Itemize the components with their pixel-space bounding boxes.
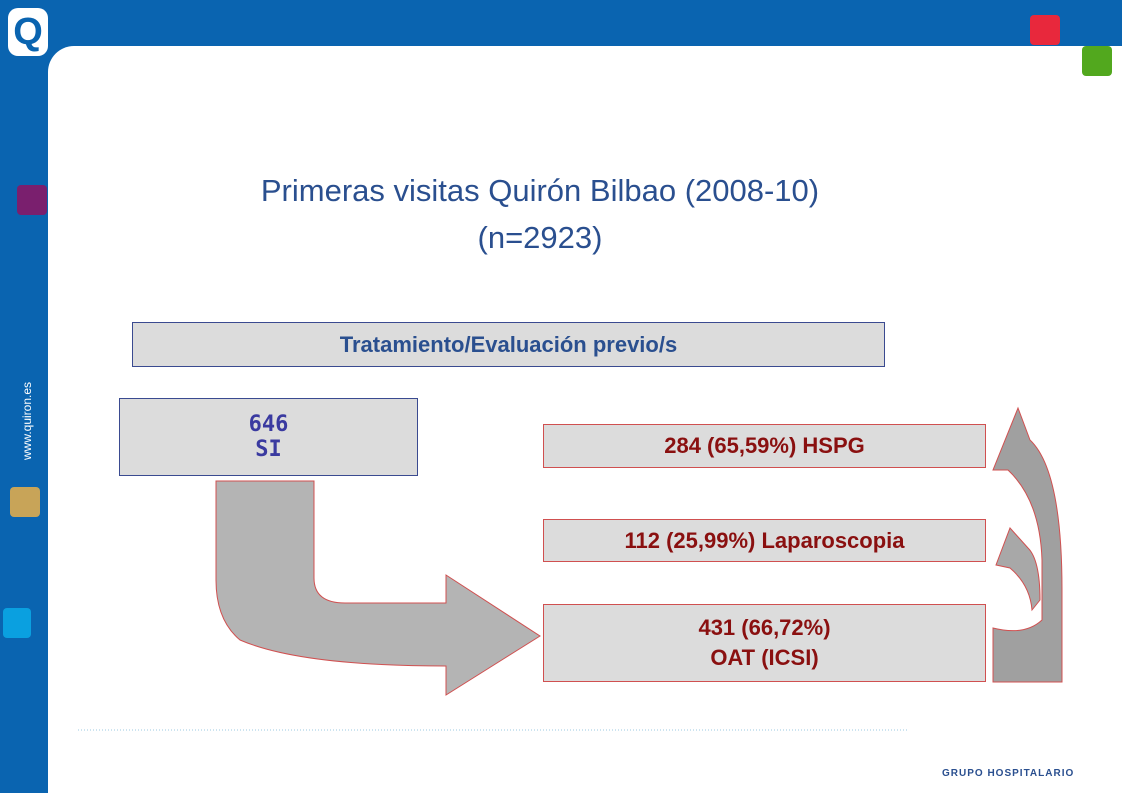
result-text: 431 (66,72%): [698, 615, 831, 640]
gold-square: [10, 487, 40, 517]
red-square: [1030, 15, 1060, 45]
si-box: 646 SI: [119, 398, 418, 476]
footer-brand: GRUPO HOSPITALARIO: [942, 768, 1075, 779]
subtitle: (n=2923): [477, 220, 603, 255]
logo: Q: [13, 11, 43, 53]
header-text: Tratamiento/Evaluación previo/s: [339, 331, 678, 357]
green-square: [1082, 46, 1112, 76]
si-count: 646: [248, 412, 289, 437]
cyan-square: [3, 608, 31, 638]
result-box: 284 (65,59%) HSPG: [543, 424, 986, 468]
up-arrow-top: [992, 406, 1063, 683]
result-text: 112 (25,99%) Laparoscopia: [624, 527, 905, 553]
big-arrow: [215, 480, 541, 696]
header-box: Tratamiento/Evaluación previo/s: [132, 322, 885, 367]
result-text: 284 (65,59%) HSPG: [664, 433, 865, 458]
result-text: OAT (ICSI): [710, 645, 819, 670]
si-label: SI: [255, 437, 282, 462]
result-box: 431 (66,72%) OAT (ICSI): [543, 604, 986, 682]
result-box: 112 (25,99%) Laparoscopia: [543, 519, 986, 562]
logo-frame: [8, 8, 48, 56]
up-arrow-middle: [995, 527, 1041, 612]
title: Primeras visitas Quirón Bilbao (2008-10): [260, 173, 820, 208]
purple-square: [17, 185, 47, 215]
